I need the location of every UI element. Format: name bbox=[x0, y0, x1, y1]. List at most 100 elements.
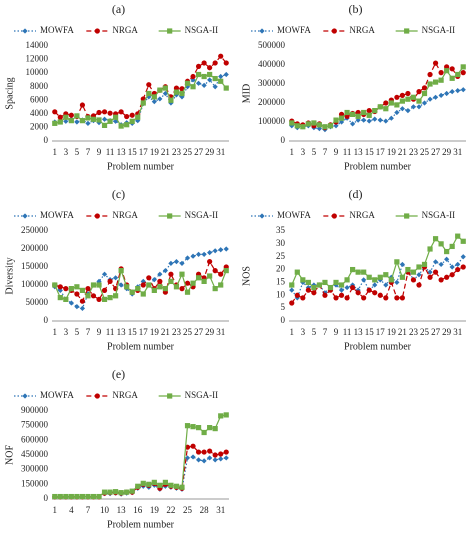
y-axis-label: NOF bbox=[4, 445, 15, 465]
legend-label: MOWFA bbox=[277, 25, 311, 35]
marker bbox=[107, 110, 113, 116]
marker bbox=[190, 443, 196, 449]
marker bbox=[57, 287, 63, 293]
marker bbox=[427, 71, 433, 78]
y-tick-label: 14000 bbox=[26, 40, 49, 50]
y-tick-label: 0 bbox=[44, 135, 49, 145]
marker bbox=[207, 259, 213, 265]
marker bbox=[57, 114, 63, 120]
marker bbox=[140, 480, 146, 486]
x-tick-label: 1 bbox=[53, 327, 58, 337]
marker bbox=[416, 282, 422, 288]
legend-label: NRGA bbox=[112, 210, 138, 220]
marker bbox=[135, 114, 141, 120]
marker bbox=[327, 284, 334, 291]
marker bbox=[129, 289, 135, 295]
y-tick-label: 10 bbox=[276, 289, 286, 299]
marker bbox=[113, 293, 119, 299]
legend-item: MOWFA bbox=[251, 210, 311, 220]
x-tick-label: 27 bbox=[431, 147, 441, 157]
marker bbox=[52, 282, 58, 288]
legend-marker bbox=[259, 28, 265, 34]
marker bbox=[333, 117, 339, 123]
marker bbox=[201, 82, 207, 88]
series-line bbox=[291, 61, 464, 129]
x-tick-label: 21 bbox=[161, 327, 170, 337]
legend-label: MOWFA bbox=[40, 25, 74, 35]
x-tick-label: 9 bbox=[97, 327, 102, 337]
marker bbox=[399, 92, 405, 98]
marker bbox=[195, 425, 202, 431]
marker bbox=[421, 85, 428, 91]
marker bbox=[79, 305, 86, 311]
marker bbox=[101, 122, 108, 128]
x-tick-label: 27 bbox=[194, 147, 204, 157]
x-tick-label: 27 bbox=[431, 327, 441, 337]
marker bbox=[350, 266, 356, 273]
chart-panel: (c) MOWFA NRGA NSGA-II 0 50000 100000 150000 200… bbox=[4, 187, 229, 352]
x-tick-label: 21 bbox=[398, 147, 407, 157]
x-tick-label: 19 bbox=[387, 327, 397, 337]
marker bbox=[157, 87, 163, 93]
marker bbox=[361, 109, 367, 116]
marker bbox=[52, 120, 58, 126]
x-tick-label: 29 bbox=[205, 147, 215, 157]
y-tick-label: 35 bbox=[276, 225, 286, 235]
chart-panel: (b) MOWFA NRGA NSGA-II 0 100000 200000 300000 40… bbox=[241, 2, 466, 172]
y-axis-label: MID bbox=[241, 84, 252, 103]
marker bbox=[399, 261, 405, 268]
x-tick-label: 5 bbox=[312, 147, 317, 157]
marker bbox=[201, 60, 207, 66]
marker bbox=[179, 484, 185, 490]
legend-item: NRGA bbox=[86, 390, 138, 400]
legend-marker bbox=[94, 28, 100, 34]
marker bbox=[124, 489, 130, 495]
marker bbox=[207, 455, 213, 461]
legend-item: MOWFA bbox=[251, 25, 311, 35]
marker bbox=[184, 455, 191, 461]
x-tick-label: 5 bbox=[312, 327, 317, 337]
marker bbox=[399, 106, 405, 112]
marker bbox=[190, 84, 196, 90]
marker bbox=[305, 287, 311, 293]
marker bbox=[201, 449, 207, 455]
marker bbox=[207, 77, 213, 83]
marker bbox=[383, 118, 389, 124]
marker bbox=[129, 118, 135, 124]
marker bbox=[85, 493, 91, 500]
marker bbox=[460, 254, 466, 260]
legend-label: NSGA-II bbox=[422, 210, 456, 220]
series-line bbox=[54, 73, 227, 126]
marker bbox=[405, 108, 411, 114]
x-tick-label: 11 bbox=[106, 147, 115, 157]
marker bbox=[300, 277, 306, 283]
marker bbox=[140, 278, 146, 284]
marker bbox=[338, 115, 345, 121]
x-tick-label: 7 bbox=[86, 327, 91, 337]
marker bbox=[455, 71, 461, 78]
x-tick-label: 5 bbox=[75, 147, 80, 157]
legend-marker bbox=[167, 393, 173, 399]
y-tick-label: 50000 bbox=[26, 297, 49, 307]
y-tick-label: 5 bbox=[281, 302, 286, 312]
marker bbox=[399, 295, 405, 301]
marker bbox=[212, 84, 218, 90]
marker bbox=[333, 123, 339, 129]
marker bbox=[322, 292, 328, 298]
marker bbox=[427, 81, 433, 87]
marker bbox=[388, 115, 394, 121]
x-tick-label: 7 bbox=[323, 147, 328, 157]
marker bbox=[207, 425, 213, 431]
y-axis-label: Spacing bbox=[4, 77, 15, 109]
marker bbox=[405, 266, 411, 273]
marker bbox=[151, 94, 157, 100]
legend-marker bbox=[167, 213, 173, 219]
marker bbox=[322, 124, 328, 130]
marker bbox=[405, 90, 411, 97]
marker bbox=[361, 277, 367, 283]
chart-title: (e) bbox=[112, 367, 125, 381]
legend-label: NRGA bbox=[349, 25, 375, 35]
x-tick-label: 13 bbox=[354, 327, 364, 337]
marker bbox=[146, 481, 152, 487]
marker bbox=[107, 118, 113, 124]
